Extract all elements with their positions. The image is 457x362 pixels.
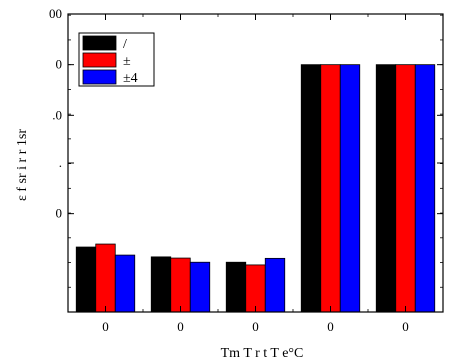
bar-2-series-1 — [150, 256, 172, 313]
bar-5-series-3 — [414, 64, 436, 313]
bars-layer — [75, 64, 436, 313]
x-axis-title: Tm T r t T e°C — [221, 346, 304, 361]
bar-4-series-1 — [300, 64, 322, 313]
bar-1-series-3 — [114, 254, 136, 313]
legend-label: / — [123, 37, 127, 52]
bar-1-series-1 — [75, 246, 97, 313]
ticks-layer: 000.0.00 0 0 0 0 — [49, 6, 443, 334]
bar-2-series-2 — [170, 257, 191, 313]
legend-swatch — [82, 69, 117, 85]
legend-swatch — [82, 52, 117, 68]
legend: / ± ±4 — [78, 32, 155, 87]
x-tick-label: 0 — [402, 319, 409, 334]
y-axis-title: ε f sr i r r 1sr — [15, 129, 30, 201]
bar-4-series-3 — [339, 64, 361, 313]
bar-3-series-2 — [245, 264, 266, 313]
y-tick-label: . — [59, 155, 62, 170]
bar-3-series-3 — [264, 257, 286, 313]
bar-5-series-2 — [395, 64, 416, 313]
bar-5-series-1 — [375, 64, 397, 313]
x-tick-label: 0 — [252, 319, 259, 334]
bar-4-series-2 — [320, 64, 341, 313]
bar-1-series-2 — [95, 243, 116, 313]
legend-label: ± — [123, 54, 131, 69]
y-tick-label: 00 — [49, 6, 62, 21]
bar-2-series-3 — [189, 261, 211, 313]
legend-label: ±4 — [123, 71, 138, 86]
x-tick-label: 0 — [102, 319, 109, 334]
legend-swatch — [82, 35, 117, 51]
bar-3-series-1 — [225, 261, 247, 313]
x-tick-label: 0 — [327, 319, 334, 334]
y-tick-label: 0 — [56, 206, 63, 221]
y-tick-label: .0 — [52, 107, 62, 122]
x-tick-label: 0 — [177, 319, 184, 334]
y-tick-label: 0 — [56, 57, 63, 72]
